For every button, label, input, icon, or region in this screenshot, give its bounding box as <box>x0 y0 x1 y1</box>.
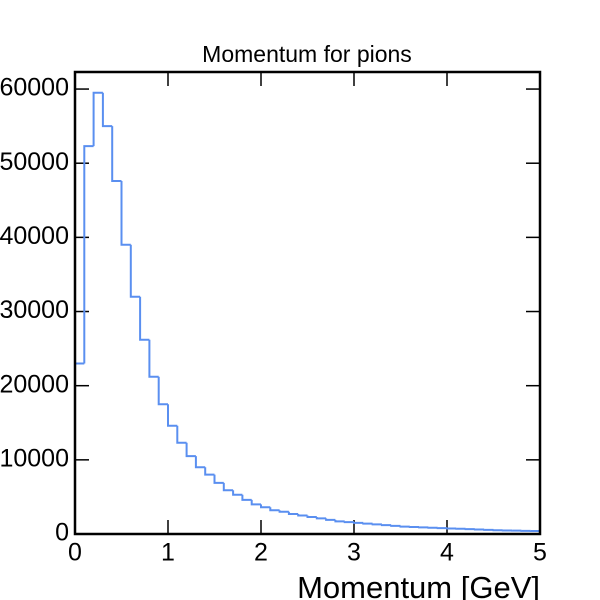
histogram-bin <box>269 507 280 512</box>
histogram-bin <box>371 523 382 526</box>
histogram-bin <box>260 504 271 509</box>
histogram-bin <box>362 522 373 525</box>
histogram-bin <box>185 442 196 458</box>
histogram-bin <box>380 524 392 527</box>
x-tick-label: 2 <box>254 539 268 567</box>
histogram-bin <box>213 474 224 484</box>
histogram-bin <box>111 126 122 183</box>
y-tick-label: 0 <box>55 519 69 547</box>
histogram-bin <box>353 521 364 524</box>
histogram-bin <box>222 482 234 492</box>
y-tick-label: 50000 <box>0 148 69 176</box>
chart-title: Momentum for pions <box>202 41 412 67</box>
y-tick-label: 20000 <box>0 370 69 398</box>
histogram-bin <box>120 181 131 246</box>
x-tick-label: 0 <box>68 539 82 567</box>
plot-frame <box>73 70 542 536</box>
histogram-bin <box>83 145 94 364</box>
y-tick-label: 10000 <box>0 444 69 472</box>
histogram-bin <box>306 515 317 518</box>
histogram-bin <box>148 339 159 378</box>
histogram-bin <box>399 525 410 528</box>
x-axis-label: Momentum [GeV] <box>297 570 540 600</box>
histogram-bin <box>343 521 354 524</box>
y-tick-label: 30000 <box>0 296 69 324</box>
histogram-bin <box>194 456 206 469</box>
histogram-bin <box>204 467 215 476</box>
histogram-bin <box>287 511 299 515</box>
histogram-bin <box>278 510 289 513</box>
y-tick-label: 60000 <box>0 74 69 102</box>
histogram-bin <box>129 244 141 298</box>
histogram-bin <box>390 524 401 527</box>
histogram-bin <box>157 376 168 406</box>
x-tick-label: 5 <box>533 539 547 567</box>
histogram-bin <box>334 519 345 523</box>
histogram-bin <box>325 518 336 521</box>
histogram-bin <box>139 296 150 341</box>
histogram-bin <box>176 425 187 444</box>
histogram-bin <box>315 516 327 520</box>
histogram-bin <box>92 91 103 147</box>
histogram-bin <box>241 494 252 501</box>
x-tick-label: 1 <box>161 539 175 567</box>
histogram-bin <box>232 490 243 496</box>
histogram-bin <box>250 499 261 506</box>
x-tick-label: 4 <box>440 539 454 567</box>
x-tick-label: 3 <box>347 539 361 567</box>
y-tick-label: 40000 <box>0 222 69 250</box>
histogram-bin <box>101 92 113 128</box>
histogram-bin <box>167 404 178 427</box>
histogram-bin <box>297 513 308 517</box>
